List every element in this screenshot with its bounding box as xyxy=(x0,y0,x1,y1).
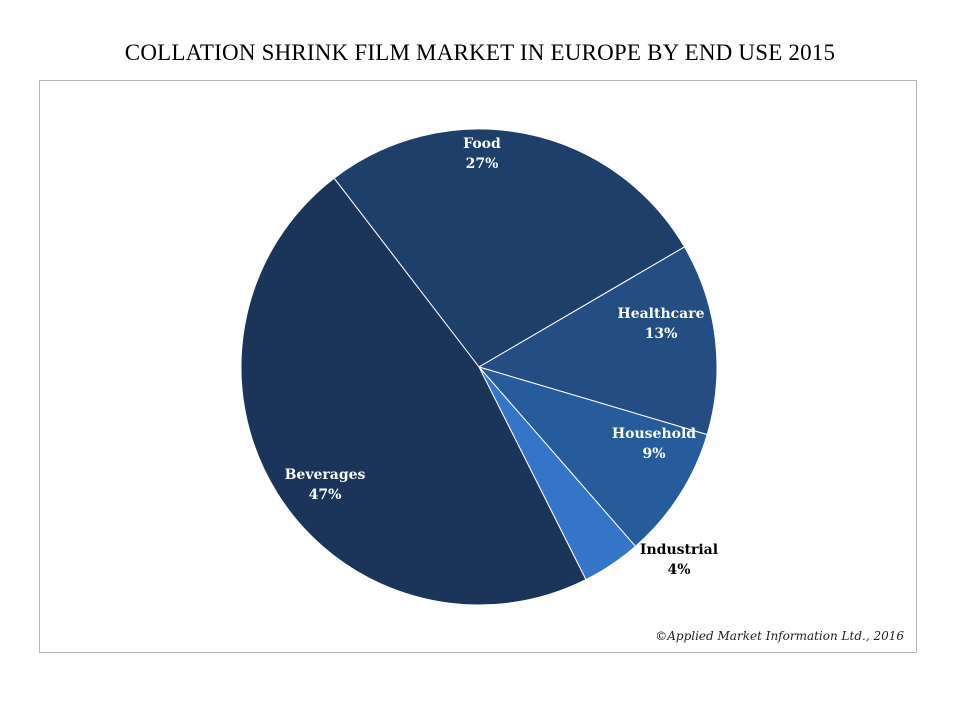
pie-slice-beverages xyxy=(240,177,587,606)
slice-value-beverages: 47% xyxy=(309,487,342,503)
slice-label-food: Food xyxy=(463,136,501,152)
pie-slices xyxy=(240,128,718,606)
pie-labels: Food 27% Healthcare 13% Household 9% Industria… xyxy=(285,136,718,578)
pie-slice-household xyxy=(477,366,708,548)
copyright-credit: ©Applied Market Information Ltd., 2016 xyxy=(655,629,904,643)
slice-value-household: 9% xyxy=(642,446,665,462)
pie-slice-healthcare xyxy=(477,246,718,436)
slice-label-beverages: Beverages xyxy=(285,467,366,483)
chart-title: COLLATION SHRINK FILM MARKET IN EUROPE B… xyxy=(124,40,836,65)
slice-label-household: Household xyxy=(612,426,696,442)
slice-label-healthcare: Healthcare xyxy=(617,306,704,322)
pie-slice-food xyxy=(333,128,686,368)
slice-value-industrial: 4% xyxy=(667,562,690,578)
slice-value-food: 27% xyxy=(466,156,499,172)
slice-label-industrial: Industrial xyxy=(640,542,718,558)
slice-value-healthcare: 13% xyxy=(645,326,678,342)
